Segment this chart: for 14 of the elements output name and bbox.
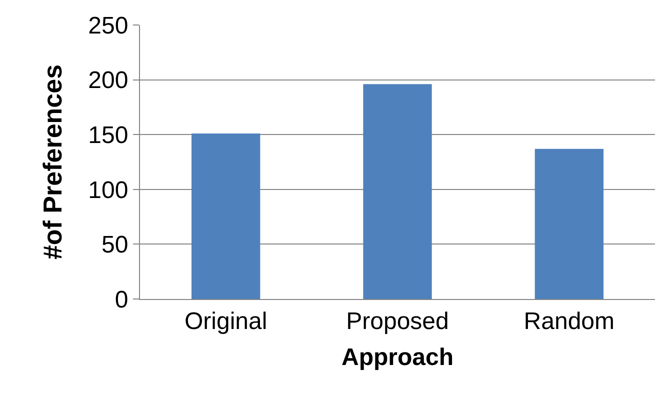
y-tick-label: 50 [101, 232, 128, 259]
x-tick-label: Proposed [346, 308, 449, 335]
bar [192, 134, 260, 299]
x-tick-label: Random [524, 308, 615, 335]
bar [534, 148, 604, 299]
y-tick-label: 250 [88, 12, 128, 40]
y-tick-label: 150 [88, 122, 128, 149]
y-tick-label: 0 [114, 286, 128, 314]
y-axis-title: #of Preferences [38, 64, 68, 260]
x-axis-title: Approach [341, 344, 454, 372]
bar [363, 84, 432, 299]
y-tick-label: 100 [88, 176, 128, 204]
y-tick-label: 200 [88, 67, 128, 94]
x-tick-label: Original [184, 308, 268, 335]
